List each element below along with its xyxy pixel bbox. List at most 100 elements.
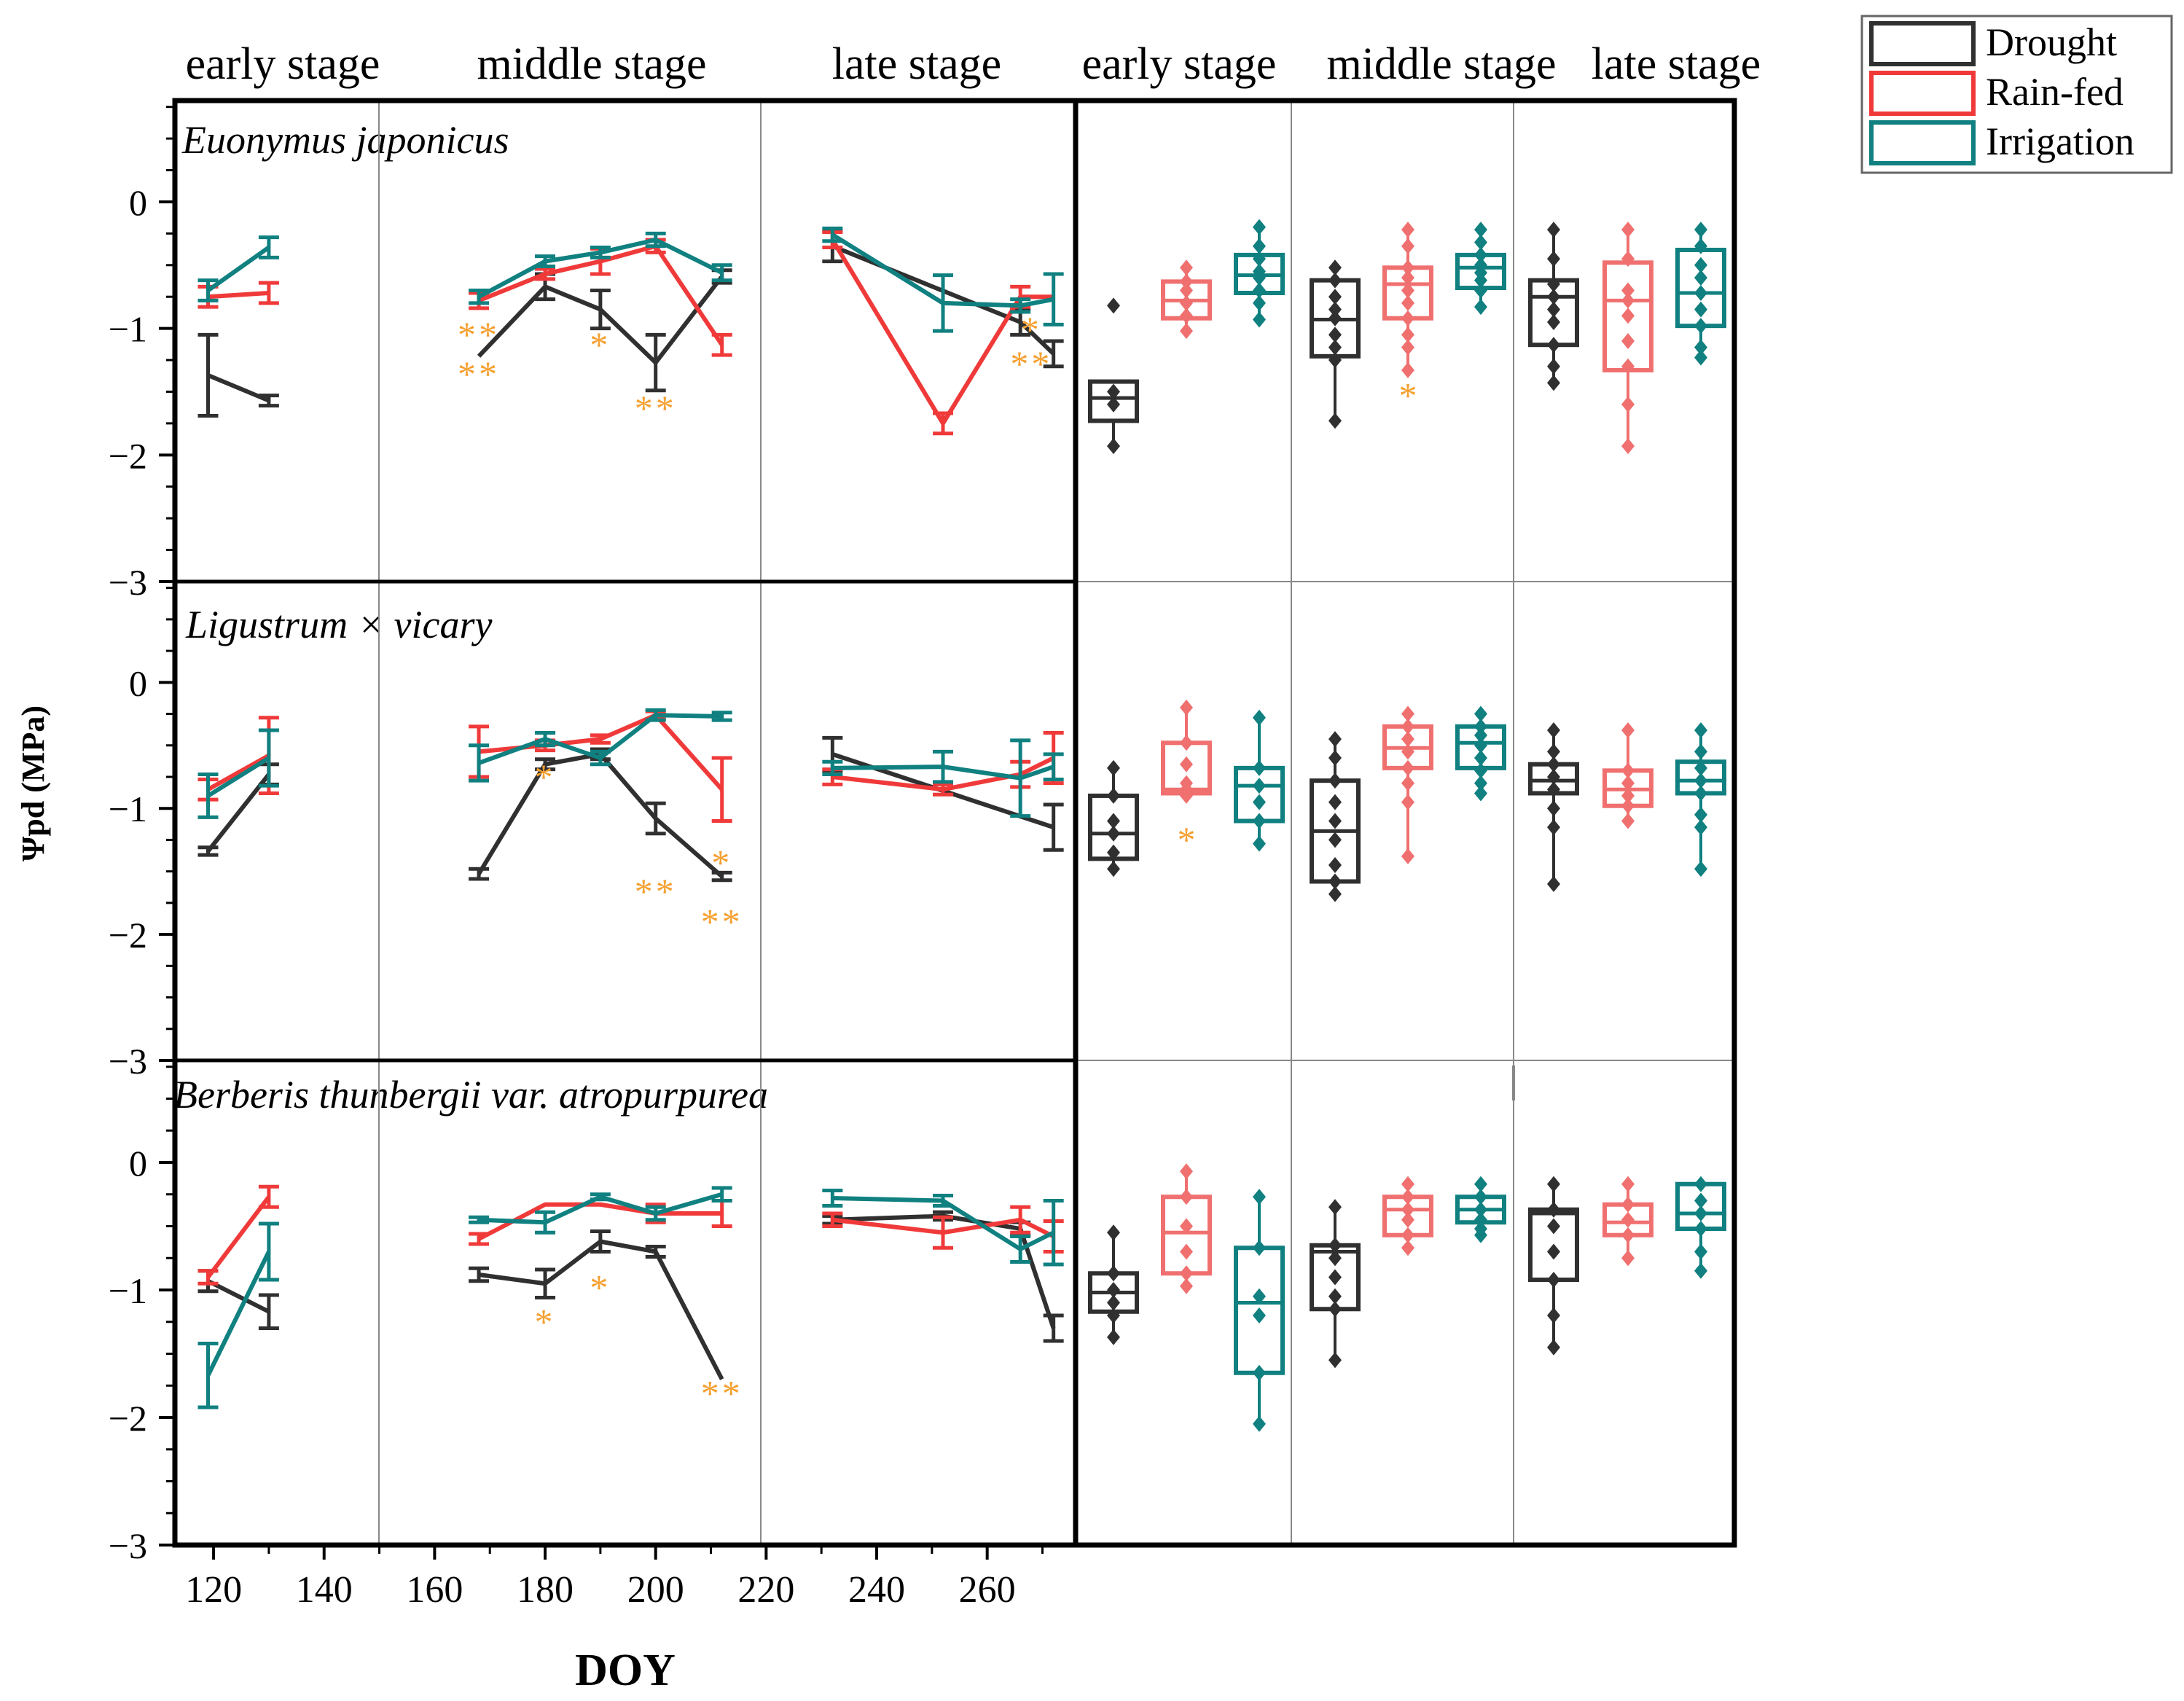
- stage-header-box-late: late stage: [1592, 39, 1761, 89]
- box-group-middle-stage-drought: [1310, 259, 1361, 429]
- box-data-point: [1180, 699, 1193, 716]
- box-data-point: [1401, 1176, 1414, 1192]
- ts-panel-frame: [172, 98, 1079, 1548]
- box-group-early-stage-drought: [1088, 297, 1139, 455]
- box-data-point: [1621, 438, 1635, 455]
- box-data-point: [1107, 787, 1120, 804]
- significance-marker: *: [535, 756, 556, 797]
- box-data-point: [1328, 1199, 1342, 1216]
- box-data-point: [1547, 800, 1560, 817]
- box-data-point: [1253, 251, 1266, 267]
- box-data-point: [1401, 310, 1414, 326]
- box-data-point: [1694, 1205, 1707, 1221]
- box-data-point: [1180, 1278, 1193, 1294]
- box-data-point: [1328, 832, 1342, 848]
- box-data-point: [1694, 285, 1707, 301]
- box-data-point: [1547, 275, 1560, 292]
- box-group-middle-stage-irrigation: [1455, 222, 1506, 316]
- box-data-point: [1328, 326, 1342, 343]
- series-line-irrigation: [831, 232, 1054, 308]
- y-tick-label: −1: [109, 789, 147, 829]
- box-data-point: [1694, 339, 1707, 356]
- box-data-point: [1401, 1227, 1414, 1243]
- significance-marker: **: [635, 388, 677, 429]
- box-data-point: [1474, 1227, 1487, 1243]
- box-group-late-stage-drought: [1528, 722, 1579, 892]
- box-group-middle-stage-rain-fed: [1382, 222, 1433, 378]
- box-data-point: [1180, 294, 1193, 311]
- box-data-point: [1328, 873, 1342, 890]
- box-data-point: [1621, 282, 1635, 299]
- box-data-point: [1253, 282, 1266, 299]
- box-data-point: [1180, 282, 1193, 299]
- box-group-early-stage-rain-fed: [1161, 259, 1212, 340]
- box-data-point: [1401, 848, 1414, 864]
- box-data-point: [1474, 272, 1487, 289]
- box-data-point: [1328, 1250, 1342, 1267]
- y-tick-label: −3: [109, 1525, 147, 1566]
- significance-marker: **: [1010, 343, 1052, 384]
- box-data-point: [1401, 361, 1414, 378]
- box-data-point: [1401, 270, 1414, 286]
- box-data-point: [1694, 759, 1707, 776]
- box-data-point: [1694, 806, 1707, 823]
- box-data-point: [1107, 1282, 1120, 1298]
- box-data-point: [1253, 1415, 1266, 1432]
- box-data-point: [1621, 308, 1635, 324]
- box-data-point: [1621, 358, 1635, 375]
- x-tick-label: 180: [517, 1569, 574, 1611]
- box-data-point: [1694, 270, 1707, 286]
- box-data-point: [1401, 794, 1414, 810]
- box-group-early-stage-irrigation: [1234, 709, 1285, 852]
- box-data-point: [1401, 731, 1414, 748]
- box-data-point: [1107, 1294, 1120, 1311]
- box-data-point: [1253, 1288, 1266, 1305]
- box-data-point: [1547, 1201, 1560, 1218]
- box-data-point: [1474, 762, 1487, 779]
- box-data-point: [1474, 299, 1487, 316]
- box-data-point: [1328, 289, 1342, 305]
- box-data-point: [1107, 383, 1120, 400]
- y-axis-title: Ψpd (MPa): [15, 705, 51, 861]
- significance-marker: **: [701, 1373, 743, 1414]
- x-tick-label: 140: [296, 1569, 353, 1611]
- box-panel-frame: [1073, 98, 1737, 1548]
- box-data-point: [1253, 813, 1266, 829]
- x-tick-label: 220: [737, 1569, 794, 1611]
- box-data-point: [1107, 861, 1120, 877]
- stage-header-ts-early: early stage: [186, 39, 380, 89]
- box-data-point: [1253, 709, 1266, 726]
- significance-marker: **: [701, 902, 743, 942]
- box-data-point: [1401, 1211, 1414, 1228]
- box-group-early-stage-rain-fed: [1161, 1163, 1212, 1294]
- box-data-point: [1694, 785, 1707, 802]
- series-line-rain-fed: [207, 753, 270, 791]
- box-data-point: [1474, 1201, 1487, 1218]
- box-data-point: [1107, 844, 1120, 861]
- series-line-irrigation: [832, 765, 1054, 781]
- series-line-irrigation: [206, 1251, 271, 1377]
- box-group-late-stage-rain-fed: [1602, 722, 1653, 829]
- significance-marker: *: [1399, 375, 1417, 415]
- series-drought: [197, 1210, 1064, 1380]
- box-data-point: [1401, 1240, 1414, 1256]
- box-data-point: [1621, 292, 1635, 309]
- box-data-point: [1547, 313, 1560, 330]
- box-data-point: [1621, 1250, 1635, 1267]
- x-tick-label: 260: [959, 1569, 1016, 1611]
- box-data-point: [1253, 1307, 1266, 1323]
- box-data-point: [1621, 787, 1635, 804]
- box-data-point: [1180, 308, 1193, 324]
- x-tick-label: 120: [185, 1569, 242, 1611]
- box-iqr: [1161, 1194, 1212, 1276]
- box-data-point: [1474, 1176, 1487, 1192]
- box-data-point: [1107, 1265, 1120, 1282]
- box-data-point: [1547, 1272, 1560, 1288]
- legend-label-drought: Drought: [1986, 20, 2117, 64]
- box-data-point: [1547, 375, 1560, 391]
- box-data-point: [1621, 722, 1635, 739]
- box-data-point: [1547, 1218, 1560, 1235]
- series-irrigation: [197, 708, 1064, 819]
- box-data-point: [1180, 1243, 1193, 1260]
- box-data-point: [1547, 1176, 1560, 1192]
